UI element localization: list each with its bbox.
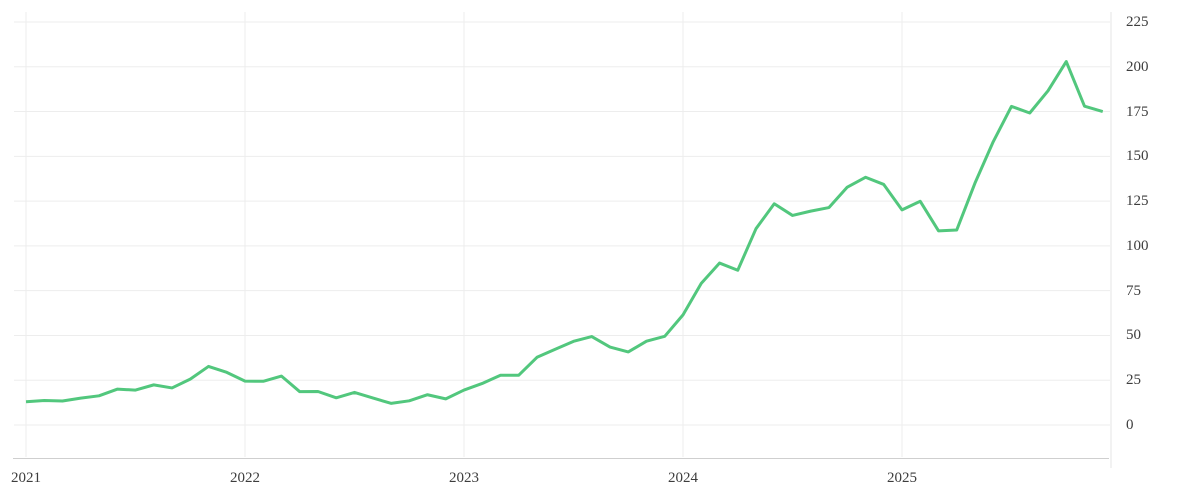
x-tick-label: 2025 [887,470,917,486]
y-tick-label: 225 [1126,14,1149,30]
y-tick-label: 0 [1126,417,1134,433]
x-tick-label: 2024 [668,470,698,486]
price-line [25,60,1104,405]
x-tick-label: 2023 [449,470,479,486]
y-tick-label: 200 [1126,58,1149,75]
y-tick-label: 150 [1126,148,1149,165]
x-tick-label: 2021 [11,470,41,486]
y-tick-label: 125 [1126,193,1149,210]
x-tick-label: 2022 [230,470,260,486]
y-tick-label: 100 [1126,237,1149,254]
y-tick-label: 75 [1126,282,1141,299]
y-tick-label: 50 [1126,327,1141,344]
y-tick-label: 25 [1126,372,1141,389]
y-tick-label: 175 [1126,103,1149,120]
